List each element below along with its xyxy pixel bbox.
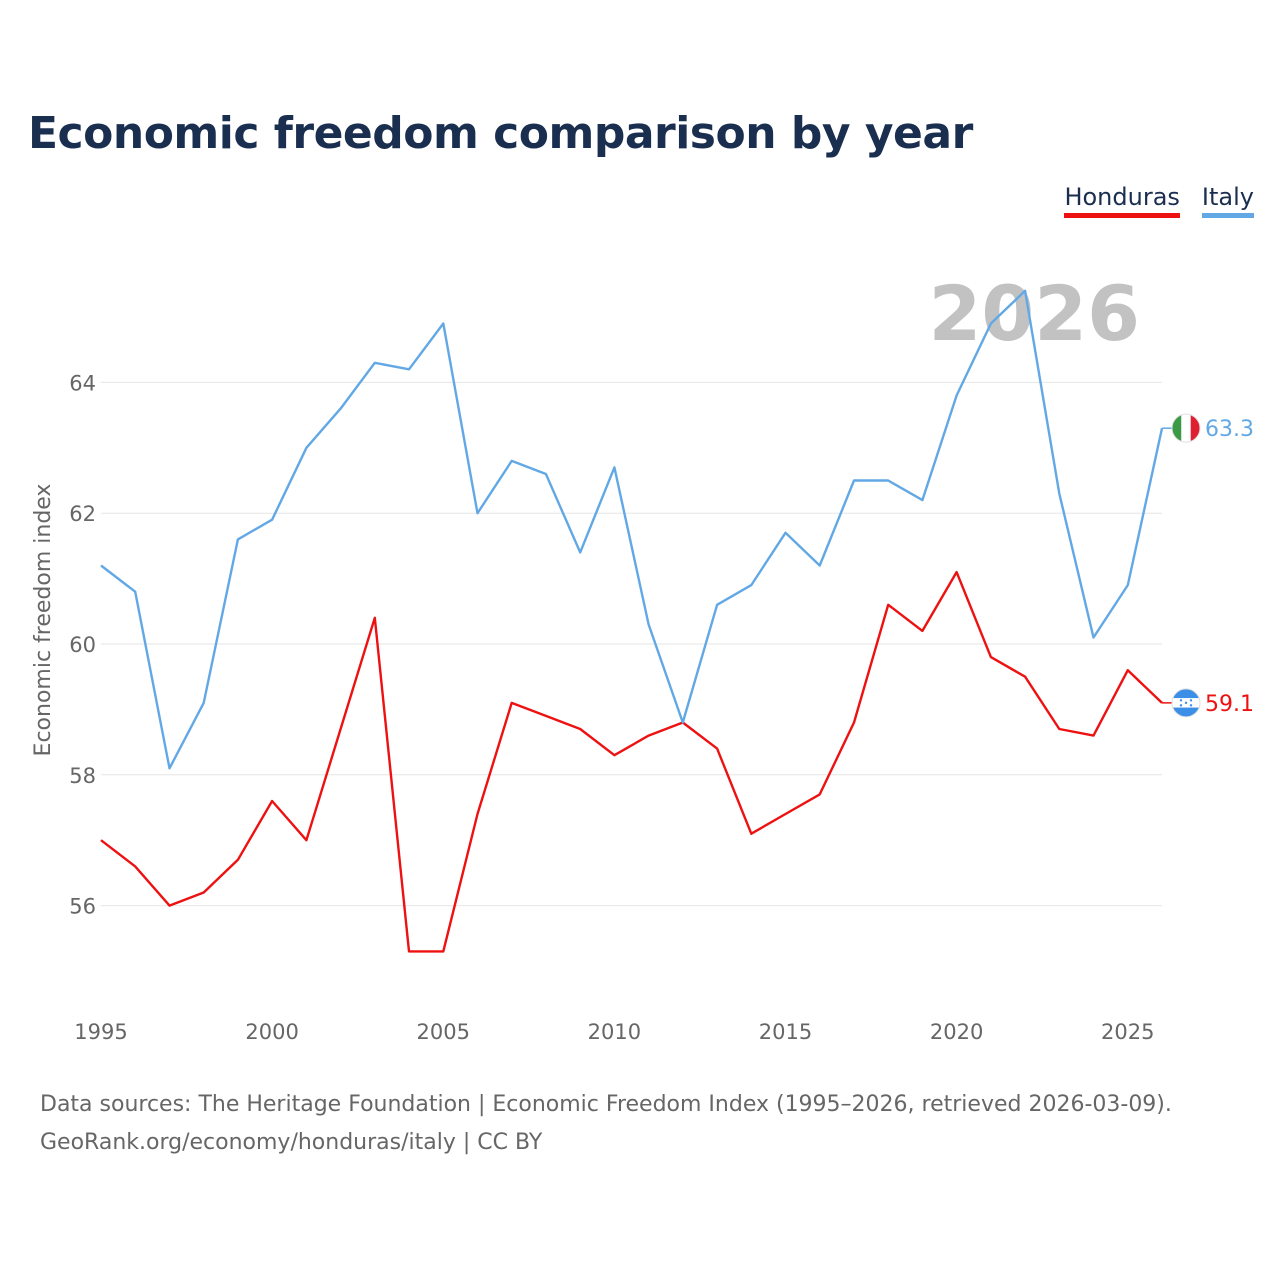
x-tick-label: 2005: [417, 1020, 470, 1044]
x-tick-label: 1995: [74, 1020, 127, 1044]
y-tick-label: 58: [69, 764, 96, 788]
y-tick-label: 62: [69, 502, 96, 526]
x-tick-label: 2020: [930, 1020, 983, 1044]
chart-title: Economic freedom comparison by year: [28, 108, 973, 159]
y-tick-label: 56: [69, 895, 96, 919]
end-value-label-italy: 63.3: [1205, 417, 1254, 442]
legend-item-italy[interactable]: Italy: [1201, 183, 1254, 218]
y-axis-label: Economic freedom index: [31, 484, 56, 757]
axes: 56 58 60 62 64 1995 2000 2005 2010 2015 2020 2025: [69, 371, 1154, 1044]
x-tick-label: 2015: [759, 1020, 812, 1044]
source-line-2: GeoRank.org/economy/honduras/italy | CC …: [40, 1130, 543, 1155]
source-note: Data sources: The Heritage Foundation | …: [40, 1086, 1172, 1162]
series-line-honduras[interactable]: [100, 570, 1163, 953]
italy-flag-icon: [1171, 413, 1201, 443]
y-tick-label: 64: [69, 371, 96, 395]
legend: Honduras Italy: [1064, 183, 1254, 218]
series-layer: [100, 289, 1164, 953]
honduras-flag-icon: [1171, 688, 1201, 718]
y-tick-label: 60: [69, 633, 96, 657]
x-tick-label: 2000: [245, 1020, 298, 1044]
grid-lines: [101, 381, 1162, 907]
x-tick-label: 2025: [1101, 1020, 1154, 1044]
end-labels: 59.1 63.3: [1162, 413, 1254, 718]
legend-item-honduras[interactable]: Honduras: [1064, 183, 1180, 218]
source-line-1: Data sources: The Heritage Foundation | …: [40, 1092, 1172, 1117]
end-value-label-honduras: 59.1: [1205, 692, 1254, 717]
series-line-italy[interactable]: [100, 289, 1164, 770]
x-tick-label: 2010: [588, 1020, 641, 1044]
